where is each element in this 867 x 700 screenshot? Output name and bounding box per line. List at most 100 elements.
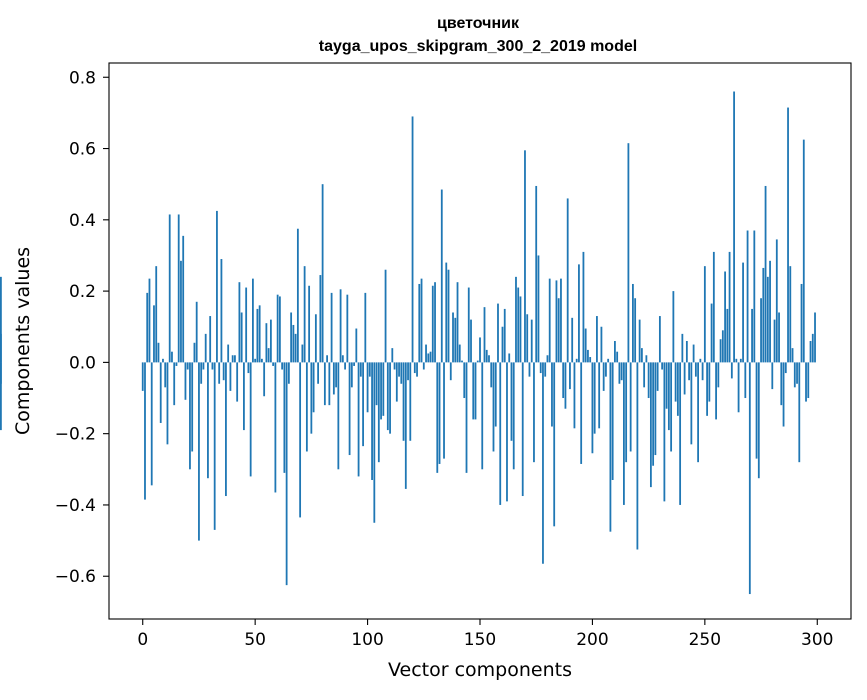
bar bbox=[580, 362, 583, 464]
bar bbox=[600, 326, 603, 363]
bar bbox=[555, 280, 558, 363]
bar bbox=[735, 358, 738, 363]
bar bbox=[400, 362, 403, 384]
bar bbox=[609, 362, 612, 532]
bar bbox=[445, 262, 448, 363]
bar bbox=[238, 282, 241, 363]
bar bbox=[359, 362, 362, 377]
bar bbox=[456, 282, 459, 363]
bar bbox=[598, 362, 601, 429]
bar bbox=[569, 362, 571, 390]
bar bbox=[787, 107, 789, 363]
bar bbox=[535, 185, 538, 363]
bar bbox=[762, 267, 765, 363]
bar bbox=[425, 344, 427, 363]
bar bbox=[519, 296, 522, 363]
bar bbox=[533, 362, 535, 463]
bar bbox=[198, 362, 200, 541]
bar bbox=[168, 214, 171, 363]
bar bbox=[557, 298, 560, 363]
bar bbox=[733, 91, 735, 363]
bar bbox=[526, 314, 529, 363]
bar bbox=[546, 355, 549, 363]
x-tick-label: 250 bbox=[689, 630, 721, 650]
bar bbox=[670, 362, 673, 452]
bar bbox=[375, 362, 378, 406]
bar bbox=[616, 351, 619, 363]
bar bbox=[337, 362, 340, 470]
bar bbox=[544, 362, 547, 377]
bar bbox=[647, 362, 650, 399]
bar bbox=[730, 362, 733, 379]
bar bbox=[632, 283, 634, 363]
bar bbox=[681, 333, 684, 363]
bar bbox=[503, 308, 506, 363]
x-axis-ticks: 0 50 100 150 200 250 300 bbox=[137, 619, 833, 650]
bar bbox=[216, 210, 218, 363]
bar bbox=[802, 139, 805, 363]
bar bbox=[274, 362, 277, 493]
bar bbox=[701, 362, 704, 381]
bar bbox=[508, 353, 511, 363]
bar bbox=[537, 255, 540, 363]
x-tick-label: 100 bbox=[351, 630, 383, 650]
bar bbox=[512, 362, 515, 470]
bar bbox=[330, 292, 333, 363]
bar bbox=[499, 362, 502, 505]
bar bbox=[350, 362, 353, 388]
bar bbox=[665, 362, 668, 409]
bar bbox=[326, 355, 328, 363]
bar bbox=[699, 358, 702, 363]
bar bbox=[566, 198, 569, 363]
bar bbox=[530, 319, 533, 363]
bar bbox=[243, 362, 245, 431]
bar bbox=[157, 342, 160, 363]
chart-subtitle: tayga_upos_skipgram_300_2_2019 model bbox=[319, 38, 637, 55]
x-axis-label: Vector components bbox=[388, 659, 572, 681]
bar bbox=[454, 317, 457, 363]
bar bbox=[395, 362, 398, 402]
bar bbox=[458, 344, 461, 363]
bar bbox=[492, 362, 495, 452]
bar bbox=[377, 362, 380, 463]
bar bbox=[593, 362, 596, 434]
y-tick-label: 0.8 bbox=[69, 68, 96, 88]
bar bbox=[737, 362, 740, 413]
bar bbox=[708, 362, 711, 402]
bar bbox=[341, 355, 344, 363]
bar bbox=[391, 348, 394, 363]
x-tick-label: 50 bbox=[244, 630, 266, 650]
bar bbox=[346, 294, 349, 363]
bar bbox=[312, 362, 315, 413]
bar bbox=[269, 319, 272, 363]
bar bbox=[362, 362, 364, 447]
bar bbox=[339, 289, 342, 363]
bar bbox=[467, 287, 470, 363]
bar bbox=[155, 266, 158, 363]
bar bbox=[539, 362, 542, 374]
bar bbox=[773, 319, 776, 363]
bar bbox=[348, 362, 351, 456]
bar bbox=[393, 362, 396, 370]
bar bbox=[679, 362, 682, 505]
bar bbox=[189, 362, 191, 470]
bar bbox=[461, 360, 463, 363]
bar bbox=[263, 362, 266, 397]
bar bbox=[240, 312, 243, 363]
bar bbox=[443, 362, 445, 459]
bar bbox=[290, 312, 293, 363]
bar bbox=[497, 303, 499, 363]
bar bbox=[692, 344, 695, 363]
bar bbox=[150, 362, 153, 486]
bar bbox=[368, 362, 371, 377]
bar bbox=[807, 362, 810, 399]
bar bbox=[575, 358, 578, 363]
bar bbox=[715, 362, 717, 420]
bar bbox=[265, 323, 268, 363]
bar bbox=[638, 319, 641, 363]
y-axis-ticks: −0.6 −0.4 −0.2 0.0 0.2 0.4 0.6 0.8 bbox=[55, 68, 109, 587]
bar bbox=[634, 298, 637, 363]
bar bbox=[146, 292, 149, 363]
bar bbox=[755, 362, 758, 459]
bar bbox=[656, 362, 659, 391]
